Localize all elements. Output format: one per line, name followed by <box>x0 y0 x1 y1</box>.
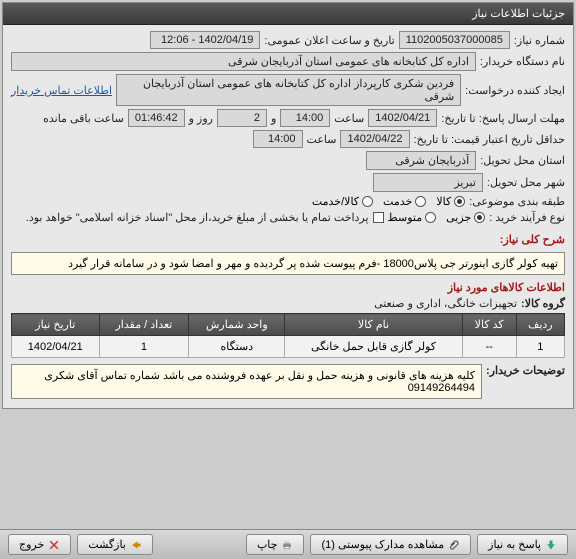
td-3: دستگاه <box>189 336 285 358</box>
respond-label: پاسخ به نیاز <box>488 538 541 551</box>
goods-group-label: گروه کالا: <box>521 297 565 310</box>
province-label: استان محل تحویل: <box>480 154 565 167</box>
td-5: 1402/04/21 <box>12 336 100 358</box>
deadline-send-label: مهلت ارسال پاسخ: تا تاریخ: <box>441 112 565 125</box>
radio-goods[interactable] <box>454 196 465 207</box>
radio-goods-service[interactable] <box>362 196 373 207</box>
table-row[interactable]: 1 -- کولر گازی قابل حمل خانگی دستگاه 1 1… <box>12 336 565 358</box>
buyer-note-label: توضیحات خریدار: <box>486 364 565 377</box>
exit-label: خروج <box>19 538 44 551</box>
table-header-row: ردیف کد کالا نام کالا واحد شمارش تعداد /… <box>12 314 565 336</box>
td-1: -- <box>462 336 516 358</box>
attachments-label: مشاهده مدارک پیوستی (1) <box>321 538 444 551</box>
contact-link[interactable]: اطلاعات تماس خریدار <box>11 84 112 97</box>
th-3: واحد شمارش <box>189 314 285 336</box>
exit-button[interactable]: خروج <box>8 534 71 555</box>
city-label: شهر محل تحویل: <box>487 176 565 189</box>
th-1: کد کالا <box>462 314 516 336</box>
panel-title: جزئیات اطلاعات نیاز <box>472 8 565 20</box>
category-radios: کالا خدمت کالا/خدمت <box>312 195 465 208</box>
need-no-value: 1102005037000085 <box>399 31 510 49</box>
announce-label: تاریخ و ساعت اعلان عمومی: <box>264 34 394 47</box>
validity-date: 1402/04/22 <box>340 130 409 148</box>
paperclip-icon <box>448 539 460 551</box>
radio-goods-service-label: کالا/خدمت <box>312 195 359 208</box>
validity-time: 14:00 <box>253 130 303 148</box>
time-label-2: ساعت <box>307 133 337 146</box>
printer-icon <box>281 539 293 551</box>
th-4: تعداد / مقدار <box>99 314 189 336</box>
payment-note: پرداخت تمام یا بخشی از مبلغ خرید،از محل … <box>26 211 369 224</box>
buyer-note-text: کلیه هزینه های قانونی و هزینه حمل و نقل … <box>11 364 482 399</box>
deadline-time: 14:00 <box>280 109 330 127</box>
remaining-label: ساعت باقی مانده <box>43 112 124 125</box>
panel-header: جزئیات اطلاعات نیاز <box>3 3 573 25</box>
td-2: کولر گازی قابل حمل خانگی <box>285 336 462 358</box>
validity-label: حداقل تاریخ اعتبار قیمت: تا تاریخ: <box>414 133 565 146</box>
footer-bar: پاسخ به نیاز مشاهده مدارک پیوستی (1) چاپ… <box>0 529 576 559</box>
radio-service[interactable] <box>415 196 426 207</box>
td-0: 1 <box>516 336 564 358</box>
category-label: طبقه بندی موضوعی: <box>469 195 565 208</box>
buyer-value: اداره کل کتابخانه های عمومی استان آذربای… <box>11 52 476 71</box>
radio-medium-label: متوسط <box>388 211 423 224</box>
remaining-time: 01:46:42 <box>128 109 185 127</box>
print-label: چاپ <box>257 538 278 551</box>
exit-icon <box>48 539 60 551</box>
th-0: ردیف <box>516 314 564 336</box>
time-label-1: ساعت <box>334 112 364 125</box>
announce-value: 1402/04/19 - 12:06 <box>150 31 260 49</box>
details-panel: جزئیات اطلاعات نیاز شماره نیاز: 11020050… <box>2 2 574 409</box>
back-icon <box>130 539 142 551</box>
days-label: روز و <box>189 112 213 125</box>
panel-body: شماره نیاز: 1102005037000085 تاریخ و ساع… <box>3 25 573 408</box>
th-2: نام کالا <box>285 314 462 336</box>
need-no-label: شماره نیاز: <box>514 34 565 47</box>
deadline-date: 1402/04/21 <box>368 109 437 127</box>
goods-section-title: اطلاعات کالاهای مورد نیاز <box>11 281 565 294</box>
radio-partial-label: جزیی <box>446 211 471 224</box>
radio-service-label: خدمت <box>383 195 412 208</box>
respond-icon <box>545 539 557 551</box>
th-5: تاریخ نیاز <box>12 314 100 336</box>
requester-label: ایجاد کننده درخواست: <box>465 84 565 97</box>
and-label: و <box>271 112 276 125</box>
td-4: 1 <box>99 336 189 358</box>
days-value: 2 <box>217 109 267 127</box>
back-button[interactable]: بازگشت <box>77 534 153 555</box>
print-button[interactable]: چاپ <box>246 534 305 555</box>
radio-medium[interactable] <box>425 212 436 223</box>
goods-group-value: تجهیزات خانگی، اداری و صنعتی <box>374 297 517 310</box>
city-value: تبریز <box>373 173 483 192</box>
requester-value: فردین شکری کارپرداز اداره کل کتابخانه ها… <box>116 74 461 106</box>
buyer-label: نام دستگاه خریدار: <box>480 55 565 68</box>
radio-goods-label: کالا <box>436 195 451 208</box>
process-label: نوع فرآیند خرید : <box>489 211 565 224</box>
respond-button[interactable]: پاسخ به نیاز <box>477 534 568 555</box>
desc-text: تهیه کولر گازی اینورتر جی پلاس18000 -فرم… <box>11 252 565 275</box>
process-radios: جزیی متوسط <box>388 211 486 224</box>
attachments-button[interactable]: مشاهده مدارک پیوستی (1) <box>310 534 471 555</box>
goods-table: ردیف کد کالا نام کالا واحد شمارش تعداد /… <box>11 313 565 358</box>
back-label: بازگشت <box>88 538 126 551</box>
province-value: آذربایجان شرقی <box>366 151 476 170</box>
desc-label: شرح کلی نیاز: <box>500 233 565 246</box>
payment-checkbox[interactable] <box>373 212 384 223</box>
radio-partial[interactable] <box>474 212 485 223</box>
